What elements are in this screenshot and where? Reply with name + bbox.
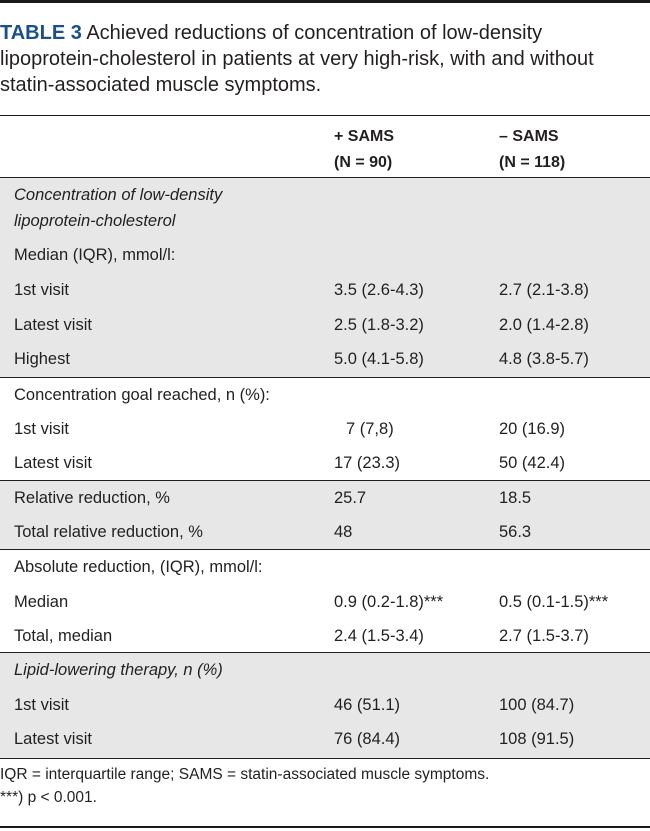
table-row: 1st visit 3.5 (2.6-4.3) 2.7 (2.1-3.8) (14, 281, 589, 299)
bottom-rule (0, 826, 650, 828)
table-row: 1st visit 7 (7,8) 20 (16.9) (14, 420, 566, 438)
table-row: Median 0.9 (0.2-1.8)*** 0.5 (0.1-1.5)*** (14, 593, 609, 611)
table-label: TABLE 3 (0, 22, 82, 44)
section-rule (0, 377, 650, 378)
section-lipid-therapy: Lipid-lowering therapy, n (%) 1st visit 4… (0, 652, 650, 758)
table-row: Total, median 2.4 (1.5-3.4) 2.7 (1.5-3.7) (14, 627, 589, 645)
table-row: Latest visit 17 (23.3) 50 (42.4) (14, 454, 566, 472)
table-row: Relative reduction, % 25.7 18.5 (14, 489, 532, 507)
section-heading: Concentration goal reached, n (%): (14, 386, 270, 404)
subheading-row: Median (IQR), mmol/l: (14, 246, 176, 264)
top-rule (0, 0, 650, 3)
column-header-plus-sams: + SAMS (N = 90) (334, 128, 395, 171)
section-absolute-reduction: Absolute reduction, (IQR), mmol/l: Media… (0, 549, 650, 652)
section-rule (0, 652, 650, 653)
table-row: Highest 5.0 (4.1-5.8) 4.8 (3.8-5.7) (14, 350, 589, 368)
section-ldl-concentration: Concentration of low-density lipoprotein… (0, 177, 650, 377)
section-relative-reduction: Relative reduction, % 25.7 18.5 Total rela… (0, 480, 650, 549)
column-header-minus-sams: – SAMS (N = 118) (499, 128, 566, 171)
table-row: Latest visit 76 (84.4) 108 (91.5) (14, 730, 575, 748)
section-rule (0, 549, 650, 550)
section-heading: Lipid-lowering therapy, n (%) (14, 661, 223, 679)
section-goal-reached: Concentration goal reached, n (%): 1st v… (0, 377, 650, 480)
section-heading: Absolute reduction, (IQR), mmol/l: (14, 558, 263, 576)
table-row: Total relative reduction, % 48 56.3 (14, 523, 532, 541)
table-title: TABLE 3 Achieved reductions of concentra… (0, 20, 640, 98)
table-caption: Achieved reductions of concentration of … (0, 22, 594, 96)
table-bottom-rule (0, 758, 650, 759)
section-rule (0, 177, 650, 178)
section-rule (0, 480, 650, 481)
table-row: Latest visit 2.5 (1.8-3.2) 2.0 (1.4-2.8) (14, 316, 589, 334)
table-row: 1st visit 46 (51.1) 100 (84.7) (14, 696, 575, 714)
table-footnote: IQR = interquartile range; SAMS = statin… (0, 766, 490, 806)
header-rule (0, 115, 650, 116)
section-heading: Concentration of low-density lipoprotein… (14, 186, 223, 230)
